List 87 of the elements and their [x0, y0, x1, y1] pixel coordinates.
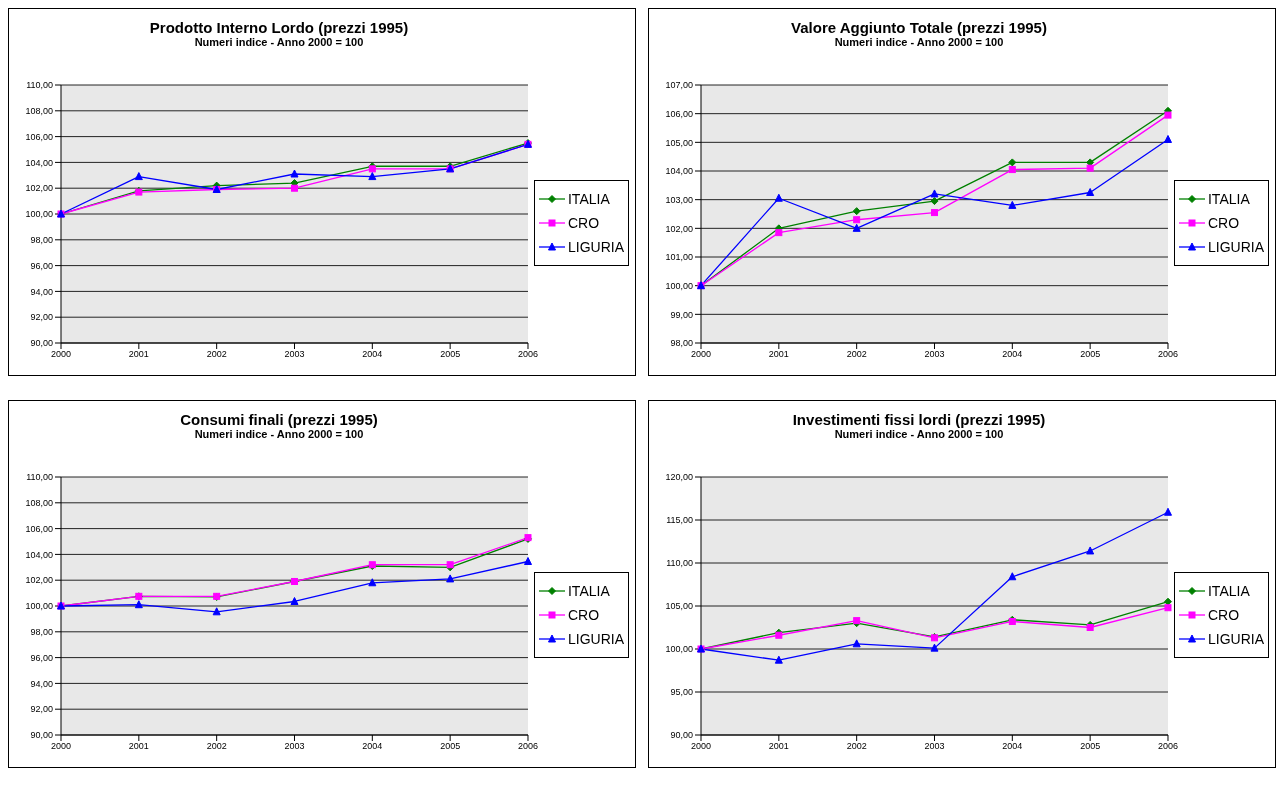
y-tick-label: 110,00 [666, 558, 693, 569]
x-tick-label: 2002 [846, 349, 867, 360]
y-tick-label: 104,00 [25, 157, 53, 168]
legend-label: CRO [567, 215, 600, 231]
y-tick-label: 108,00 [25, 497, 53, 508]
y-tick-label: 92,00 [30, 312, 53, 323]
x-tick-label: 2004 [362, 349, 383, 360]
legend-label: ITALIA [1207, 583, 1250, 599]
y-tick-label: 106,00 [25, 131, 53, 142]
y-tick-label: 90,00 [670, 730, 693, 741]
x-tick-label: 2002 [206, 349, 227, 360]
y-tick-label: 98,00 [670, 338, 693, 349]
x-tick-label: 2005 [1080, 741, 1101, 752]
legend-label: LIGURIA [1207, 631, 1264, 647]
y-tick-label: 102,00 [25, 575, 53, 586]
y-tick-label: 98,00 [30, 626, 53, 637]
chart-subtitle: Numeri indice - Anno 2000 = 100 [193, 428, 365, 440]
y-tick-label: 96,00 [30, 260, 53, 271]
y-tick-label: 94,00 [30, 286, 53, 297]
x-tick-label: 2001 [128, 741, 149, 752]
x-tick-label: 2005 [440, 741, 461, 752]
y-tick-label: 94,00 [30, 678, 53, 689]
y-tick-label: 102,00 [665, 223, 693, 234]
legend-label: ITALIA [1207, 191, 1250, 207]
legend-label: CRO [1207, 215, 1240, 231]
y-tick-label: 100,00 [665, 644, 693, 655]
x-tick-label: 2005 [440, 349, 461, 360]
x-tick-label: 2006 [517, 349, 538, 360]
y-tick-label: 100,00 [25, 601, 53, 612]
y-tick-label: 99,00 [670, 309, 693, 320]
chart-subtitle: Numeri indice - Anno 2000 = 100 [193, 36, 365, 48]
y-tick-label: 103,00 [665, 194, 693, 205]
x-tick-label: 2006 [1157, 349, 1178, 360]
y-tick-label: 104,00 [25, 549, 53, 560]
legend-label: ITALIA [567, 583, 610, 599]
x-tick-label: 2000 [690, 741, 712, 752]
legend-label: LIGURIA [567, 631, 624, 647]
y-tick-label: 105,00 [665, 601, 693, 612]
chart-title: Valore Aggiunto Totale (prezzi 1995) [790, 19, 1048, 36]
legend-label: CRO [567, 607, 600, 623]
x-tick-label: 2000 [690, 349, 712, 360]
chart-subtitle: Numeri indice - Anno 2000 = 100 [833, 428, 1005, 440]
y-tick-label: 95,00 [670, 687, 693, 698]
y-tick-label: 115,00 [666, 515, 693, 526]
y-tick-label: 106,00 [665, 108, 693, 119]
x-tick-label: 2000 [50, 349, 72, 360]
y-tick-label: 98,00 [30, 235, 53, 245]
x-tick-label: 2003 [924, 741, 945, 752]
x-tick-label: 2003 [284, 741, 305, 752]
legend-label: CRO [1207, 607, 1240, 623]
y-tick-label: 90,00 [30, 338, 53, 349]
y-tick-label: 96,00 [30, 652, 53, 663]
x-tick-label: 2002 [846, 741, 867, 752]
y-tick-label: 110,00 [26, 472, 53, 483]
x-tick-label: 2006 [1157, 741, 1178, 752]
x-tick-label: 2004 [362, 741, 383, 752]
x-tick-label: 2004 [1002, 741, 1023, 752]
legend-label: LIGURIA [567, 239, 624, 255]
chart-subtitle: Numeri indice - Anno 2000 = 100 [833, 36, 1005, 48]
chart-title: Investimenti fissi lordi (prezzi 1995) [791, 411, 1047, 428]
y-tick-label: 108,00 [25, 105, 53, 116]
legend-label: LIGURIA [1207, 239, 1264, 255]
x-tick-label: 2005 [1080, 349, 1101, 360]
y-tick-label: 100,00 [665, 280, 693, 291]
y-tick-label: 107,00 [665, 80, 693, 91]
x-tick-label: 2003 [284, 349, 305, 360]
x-tick-label: 2004 [1002, 349, 1023, 360]
y-tick-label: 92,00 [30, 704, 53, 715]
x-tick-label: 2001 [128, 349, 149, 360]
x-tick-label: 2000 [50, 741, 72, 752]
x-tick-label: 2006 [517, 741, 538, 752]
legend-label: ITALIA [567, 191, 610, 207]
chart-title: Prodotto Interno Lordo (prezzi 1995) [148, 19, 410, 36]
y-tick-label: 120,00 [665, 472, 693, 483]
y-tick-label: 102,00 [25, 183, 53, 194]
x-tick-label: 2002 [206, 741, 227, 752]
y-tick-label: 101,00 [665, 252, 693, 263]
x-tick-label: 2001 [768, 741, 789, 752]
y-tick-label: 110,00 [26, 80, 53, 91]
x-tick-label: 2001 [768, 349, 789, 360]
y-tick-label: 90,00 [30, 730, 53, 741]
y-tick-label: 106,00 [25, 523, 53, 534]
y-tick-label: 104,00 [665, 166, 693, 177]
y-tick-label: 105,00 [665, 137, 693, 148]
y-tick-label: 100,00 [25, 209, 53, 220]
x-tick-label: 2003 [924, 349, 945, 360]
chart-title: Consumi finali (prezzi 1995) [179, 411, 379, 428]
